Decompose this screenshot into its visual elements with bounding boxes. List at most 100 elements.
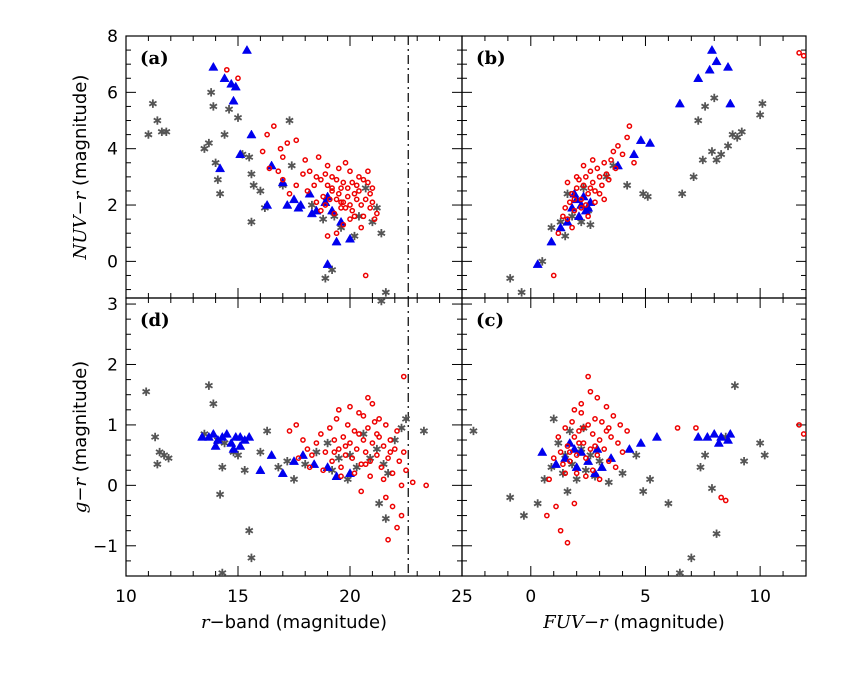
red-circle-point (369, 400, 376, 407)
red-circle-point (580, 425, 587, 431)
red-circle-point (693, 425, 699, 431)
blue-triangle-point (322, 259, 333, 268)
red-circle-point (306, 168, 313, 175)
gray-asterisk-point (151, 432, 160, 442)
red-circle-point (264, 131, 270, 138)
red-circle-point (403, 467, 409, 474)
blue-triangle-point (282, 199, 293, 209)
y-axis-title: g−r (magnitude) (70, 361, 91, 513)
gray-asterisk-point (215, 189, 225, 198)
blue-triangle-point (226, 78, 237, 88)
red-circle-point (603, 171, 610, 177)
red-circle-point (331, 437, 338, 443)
red-circle-point (585, 373, 591, 380)
red-circle-point (674, 425, 681, 431)
gray-asterisk-point (561, 231, 570, 241)
red-circle-point (571, 196, 578, 203)
gray-asterisk-point (211, 158, 220, 167)
panel-frame (125, 297, 463, 577)
red-circle-point (796, 50, 802, 56)
gray-asterisk-point (381, 288, 390, 297)
gray-asterisk-point (689, 172, 698, 182)
red-circle-point (546, 476, 552, 483)
blue-triangle-point (228, 443, 239, 453)
red-circle-point (270, 123, 277, 130)
red-circle-point (562, 204, 569, 211)
gray-asterisk-point (547, 223, 556, 232)
blue-triangle-point (344, 233, 356, 243)
red-circle-point (580, 182, 587, 189)
gray-asterisk-point (756, 438, 765, 448)
red-circle-point (394, 428, 400, 434)
red-circle-point (582, 455, 589, 462)
blue-triangle-point (645, 137, 656, 147)
gray-asterisk-point (760, 450, 769, 460)
red-circle-point (349, 207, 356, 214)
red-circle-point (324, 162, 331, 169)
red-circle-point (573, 185, 580, 191)
gray-asterisk-point (361, 183, 370, 193)
red-circle-point (322, 202, 329, 208)
gray-asterisk-point (519, 511, 529, 520)
red-circle-point (342, 159, 349, 166)
red-circle-point (596, 476, 603, 483)
gray-asterisk-point (287, 161, 296, 170)
gray-asterisk-point (381, 514, 390, 523)
blue-triangle-point (537, 447, 548, 456)
gray-asterisk-point (153, 459, 162, 469)
red-circle-point (619, 151, 626, 158)
red-circle-point (571, 406, 578, 413)
gray-asterisk-point (712, 155, 721, 165)
gray-asterisk-point (142, 387, 151, 396)
red-circle-point (605, 176, 612, 183)
red-circle-point (569, 190, 575, 197)
red-circle-point (302, 157, 309, 163)
blue-triangle-point (277, 468, 288, 477)
red-circle-point (382, 422, 389, 428)
x-tick-label: 15 (227, 587, 249, 607)
gray-asterisk-point (678, 189, 687, 198)
red-circle-point (582, 174, 589, 180)
gray-asterisk-point (712, 529, 721, 538)
gray-asterisk-point (643, 192, 652, 201)
y-tick-label: 0 (107, 476, 118, 496)
gray-asterisk-point (213, 175, 222, 184)
red-circle-point (340, 221, 347, 228)
red-circle-point (800, 52, 806, 59)
red-circle-point (594, 394, 601, 401)
y-axis-title-unit: (magnitude) (70, 75, 91, 192)
red-circle-point (550, 455, 557, 462)
gray-asterisk-point (717, 150, 726, 159)
gray-asterisk-point (506, 493, 515, 502)
gray-asterisk-point (245, 526, 254, 535)
gray-asterisk-point (233, 113, 243, 122)
gray-asterisk-point (687, 553, 696, 563)
gray-asterisk-point (247, 217, 256, 227)
gray-asterisk-point (664, 499, 673, 508)
blue-triangle-point (693, 431, 704, 441)
blue-triangle-point (262, 199, 273, 209)
gray-asterisk-point (215, 490, 225, 499)
red-circle-point (589, 467, 596, 474)
red-circle-point (555, 434, 562, 440)
red-circle-point (223, 66, 230, 73)
red-circle-point (353, 446, 360, 452)
gray-asterisk-point (469, 426, 478, 436)
red-circle-point (578, 196, 585, 203)
red-circle-point (324, 233, 331, 239)
gray-asterisk-point (707, 147, 717, 156)
red-circle-point (562, 470, 569, 477)
red-circle-point (398, 512, 405, 519)
gray-asterisk-point (283, 456, 292, 466)
gray-asterisk-point (377, 229, 386, 238)
red-circle-point (564, 539, 571, 546)
red-circle-point (573, 452, 580, 458)
red-circle-point (358, 224, 365, 231)
red-circle-point (573, 470, 580, 477)
gray-asterisk-point (157, 127, 166, 136)
red-circle-point (374, 431, 380, 437)
red-circle-point (365, 168, 371, 175)
blue-triangle-point (704, 64, 715, 74)
red-circle-point (400, 373, 407, 380)
gray-asterisk-point (639, 189, 648, 198)
